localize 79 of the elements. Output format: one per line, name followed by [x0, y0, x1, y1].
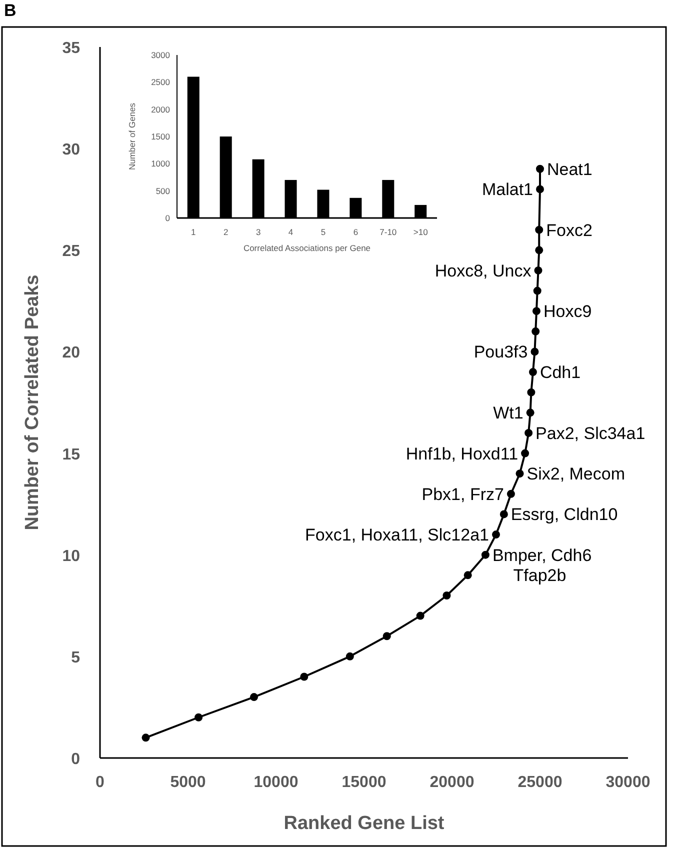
point — [506, 490, 515, 498]
point — [532, 327, 540, 336]
annotation: Neat1 — [547, 160, 592, 179]
point — [527, 388, 536, 396]
point — [536, 164, 544, 173]
annotation: Six2, Mecom — [526, 464, 626, 484]
annotation: Pax2, Slc34a1 — [536, 424, 646, 443]
point — [500, 510, 508, 518]
x-tick-label: >10 — [413, 227, 428, 237]
x-tick-label: 4 — [288, 227, 294, 237]
point — [492, 530, 500, 539]
annotation: Hnf1b, Hoxd11 — [406, 444, 518, 464]
chart-title: B — [4, 1, 16, 20]
y-tick-label: 2000 — [151, 104, 170, 114]
x-tick-label: 3 — [256, 227, 261, 237]
y-tick-label: 500 — [156, 186, 170, 196]
x-tick-label: 5000 — [170, 774, 206, 791]
annotation: Tfap2b — [513, 566, 566, 585]
x-tick-label: 20000 — [430, 774, 474, 791]
annotation: Foxc2 — [546, 220, 592, 240]
y-axis-title: Number of Genes — [127, 102, 137, 170]
x-tick-label: 15000 — [342, 774, 386, 791]
y-tick-label: 20 — [62, 344, 80, 362]
point — [530, 348, 539, 356]
point — [535, 226, 544, 234]
x-tick-label: 10000 — [254, 774, 298, 791]
x-tick-label: 1 — [191, 227, 196, 237]
y-tick-label: 0 — [71, 751, 80, 768]
x-tick-label: 6 — [353, 227, 358, 237]
y-tick-label: 35 — [62, 40, 80, 57]
x-tick-label: 0 — [96, 774, 105, 791]
point — [521, 449, 530, 458]
point — [250, 693, 258, 702]
annotation: Essrg, Cldn10 — [510, 505, 618, 524]
y-tick-label: 2500 — [151, 77, 170, 88]
y-axis-title: Number of Correlated Peaks — [22, 274, 43, 530]
annotation: Hoxc8, Uncx — [434, 261, 532, 280]
x-tick-label: 5 — [320, 227, 326, 237]
point — [194, 713, 203, 722]
x-tick-label: 7-10 — [380, 227, 397, 237]
annotation: Foxc1, Hoxa11, Slc12a1 — [305, 526, 489, 545]
y-tick-label: 10 — [62, 548, 80, 565]
annotation: Cdh1 — [540, 363, 581, 382]
point — [516, 470, 524, 478]
annotation: Pou3f3 — [474, 342, 528, 362]
x-tick-label: 2 — [223, 227, 228, 237]
y-tick-label: 30 — [62, 142, 80, 159]
annotation: Pbx1, Frz7 — [422, 484, 504, 504]
annotation: Bmper, Cdh6 — [492, 546, 592, 565]
point — [442, 591, 451, 600]
point — [535, 246, 544, 254]
y-tick-label: 1500 — [151, 132, 170, 142]
point — [524, 428, 533, 437]
point — [526, 408, 534, 417]
x-axis-title: Ranked Gene List — [284, 813, 445, 834]
y-tick-label: 5 — [71, 649, 80, 666]
x-tick-label: 30000 — [606, 774, 650, 791]
x-axis-title: Correlated Associations per Gene — [243, 243, 371, 253]
x-tick-label: 25000 — [518, 774, 562, 791]
point — [534, 266, 542, 274]
point — [533, 286, 542, 295]
annotation: Wt1 — [493, 404, 524, 423]
y-tick-label: 25 — [62, 243, 80, 260]
point — [300, 672, 308, 681]
y-tick-label: 0 — [165, 213, 170, 223]
annotation: Hoxc9 — [543, 302, 592, 322]
point — [382, 632, 391, 640]
annotation: Malat1 — [482, 180, 533, 200]
y-tick-label: 1000 — [151, 158, 170, 169]
y-tick-label: 3000 — [151, 50, 170, 60]
point — [481, 550, 490, 559]
point — [464, 571, 472, 580]
point — [346, 652, 354, 660]
point — [528, 368, 537, 376]
point — [532, 307, 540, 316]
point — [142, 734, 150, 742]
y-tick-label: 15 — [62, 446, 80, 464]
point — [416, 612, 424, 620]
point — [536, 185, 544, 194]
